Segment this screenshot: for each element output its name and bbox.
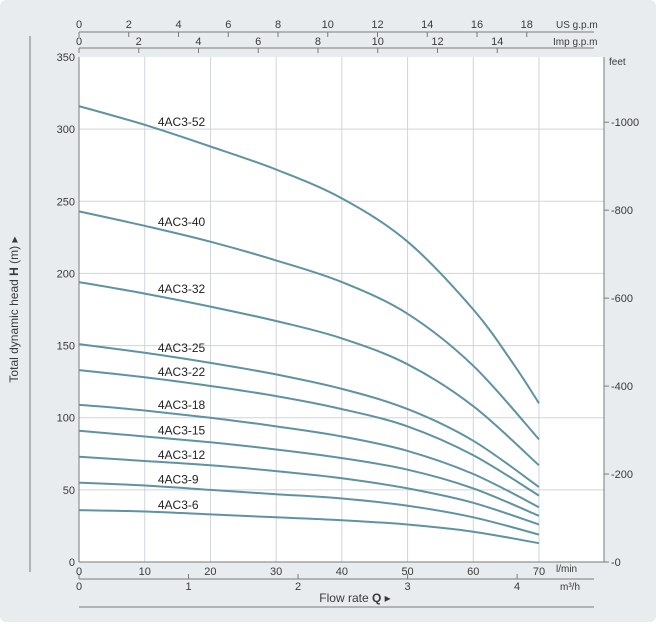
impgpm-tick-label: 0 <box>76 36 82 48</box>
y-tick-label: 50 <box>63 485 75 497</box>
feet-tick-label: -800 <box>611 205 633 217</box>
impgpm-tick-label: 4 <box>195 36 201 48</box>
x-axis-title: Flow rate Q ▸ <box>319 591 390 605</box>
feet-tick-label: -1000 <box>611 117 639 129</box>
y-axis-arrow: ▸ <box>7 236 21 242</box>
x-axis-title-symbol: Q <box>372 591 381 605</box>
unit-impgpm: Imp g.p.m <box>553 37 597 48</box>
unit-lmin: l/min <box>556 564 577 575</box>
usgpm-tick-label: 16 <box>471 19 483 31</box>
y-tick-label: 300 <box>57 124 75 136</box>
series-label: 4AC3-15 <box>158 424 206 438</box>
y-tick-label: 100 <box>57 413 75 425</box>
lmin-tick-label: 60 <box>467 566 479 578</box>
y-axis-title-text: Total dynamic head <box>7 279 21 382</box>
series-label: 4AC3-52 <box>158 115 206 129</box>
y-tick-label: 200 <box>57 268 75 280</box>
curve-4ac3-22 <box>78 369 540 497</box>
impgpm-tick-label: 6 <box>255 36 261 48</box>
usgpm-tick-label: 0 <box>76 19 82 31</box>
series-label: 4AC3-6 <box>158 498 199 512</box>
feet-tick-label: -600 <box>611 293 633 305</box>
feet-tick-label: -0 <box>611 557 621 569</box>
curves <box>78 105 540 545</box>
curve-4ac3-32 <box>78 281 540 467</box>
unit-usgpm: US g.p.m <box>556 20 598 31</box>
series-labels: 4AC3-52 4AC3-40 4AC3-32 4AC3-25 4AC3-22 4AC3-… <box>158 115 206 512</box>
unit-feet: feet <box>609 57 626 68</box>
axes <box>29 31 609 608</box>
curve-4ac3-40 <box>78 210 540 441</box>
y-axis-title-unit: (m) <box>7 246 21 264</box>
series-label: 4AC3-12 <box>158 448 206 462</box>
curve-4ac3-15 <box>78 429 540 517</box>
curve-4ac3-52 <box>78 105 540 404</box>
m3h-tick-label: 0 <box>76 581 82 593</box>
series-label: 4AC3-9 <box>158 472 199 486</box>
unit-m3h: m³/h <box>560 582 580 593</box>
lmin-tick-label: 0 <box>76 566 82 578</box>
m3h-tick-label: 4 <box>514 581 520 593</box>
m3h-tick-label: 2 <box>295 581 301 593</box>
m3h-tick-label: 1 <box>185 581 191 593</box>
y-axis-title-symbol: H <box>7 267 21 276</box>
impgpm-tick-label: 8 <box>315 36 321 48</box>
usgpm-tick-label: 10 <box>322 19 334 31</box>
series-label: 4AC3-22 <box>158 365 206 379</box>
impgpm-tick-label: 14 <box>491 36 503 48</box>
series-label: 4AC3-18 <box>158 398 206 412</box>
lmin-tick-label: 30 <box>270 566 282 578</box>
y-tick-label: 0 <box>69 557 75 569</box>
impgpm-tick-label: 10 <box>372 36 384 48</box>
m3h-tick-label: 3 <box>405 581 411 593</box>
feet-tick-label: -400 <box>611 381 633 393</box>
series-label: 4AC3-25 <box>158 341 206 355</box>
usgpm-tick-label: 2 <box>126 19 132 31</box>
usgpm-tick-label: 18 <box>521 19 533 31</box>
y-axis-title: Total dynamic head H (m) ▸ <box>7 236 21 382</box>
series-label: 4AC3-40 <box>158 215 206 229</box>
lmin-tick-label: 40 <box>336 566 348 578</box>
series-label: 4AC3-32 <box>158 282 206 296</box>
usgpm-tick-label: 6 <box>225 19 231 31</box>
usgpm-tick-label: 8 <box>275 19 281 31</box>
tick-labels: 050100150200250300350-0-200-400-600-800-… <box>57 19 640 593</box>
curve-4ac3-9 <box>78 481 540 536</box>
lmin-tick-label: 70 <box>533 566 545 578</box>
impgpm-tick-label: 12 <box>431 36 443 48</box>
feet-tick-label: -200 <box>611 469 633 481</box>
curve-4ac3-18 <box>78 403 540 509</box>
curve-4ac3-12 <box>78 455 540 526</box>
usgpm-tick-label: 4 <box>175 19 181 31</box>
curve-4ac3-25 <box>78 343 540 488</box>
usgpm-tick-label: 14 <box>421 19 433 31</box>
x-axis-arrow: ▸ <box>385 591 391 605</box>
y-tick-label: 150 <box>57 341 75 353</box>
x-axis-title-text: Flow rate <box>319 591 369 605</box>
impgpm-tick-label: 2 <box>136 36 142 48</box>
lmin-tick-label: 50 <box>401 566 413 578</box>
usgpm-tick-label: 12 <box>371 19 383 31</box>
y-tick-label: 350 <box>57 52 75 64</box>
y-tick-label: 250 <box>57 196 75 208</box>
lmin-tick-label: 10 <box>139 566 151 578</box>
lmin-tick-label: 20 <box>204 566 216 578</box>
curve-4ac3-6 <box>78 509 540 545</box>
